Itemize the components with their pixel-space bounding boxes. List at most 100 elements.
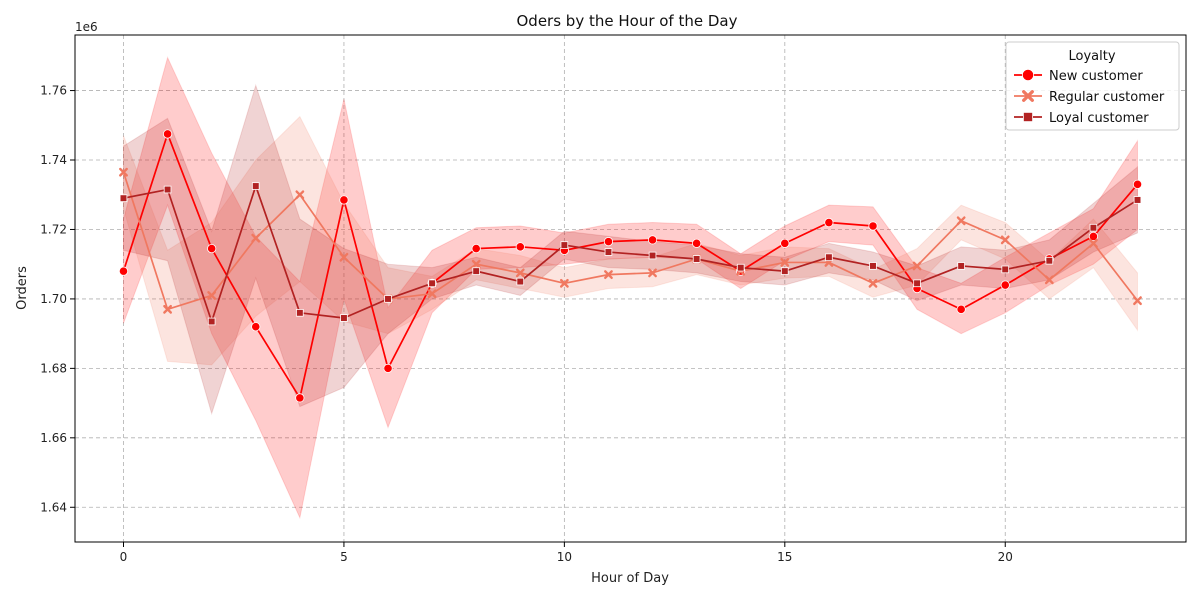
data-point: [251, 233, 261, 243]
plot-frame: [74, 34, 1187, 543]
data-point: [207, 243, 217, 254]
x-tick-label: 0: [120, 550, 128, 564]
data-point: [340, 314, 348, 322]
data-point: [1133, 296, 1142, 306]
confidence-band-0: [122, 56, 1139, 520]
y-tick-label: 1.70: [40, 292, 67, 306]
series-line-0: [122, 133, 1139, 399]
data-point: [1000, 235, 1010, 245]
data-point: [824, 217, 834, 228]
data-point: [207, 317, 216, 326]
data-point: [956, 304, 966, 314]
legend-title: Loyalty: [1068, 49, 1115, 64]
data-point: [1133, 196, 1142, 204]
data-point: [825, 253, 833, 262]
legend-label: New customer: [1049, 69, 1143, 84]
data-point: [251, 182, 260, 190]
data-point: [515, 242, 525, 252]
y-axis-ticks: 1.64 1.66 1.68 1.70 1.72 1.74 1.76: [40, 84, 75, 514]
legend-marker: [1021, 68, 1035, 82]
y-tick-label: 1.76: [40, 84, 67, 98]
data-point: [515, 268, 525, 278]
data-point: [339, 252, 349, 262]
data-point: [1045, 256, 1054, 265]
data-point: [869, 262, 877, 270]
y-axis-label: Orders: [15, 266, 30, 310]
x-tick-label: 5: [340, 550, 348, 564]
data-point: [692, 255, 701, 263]
data-point: [163, 304, 172, 314]
data-point: [119, 167, 128, 177]
data-point: [648, 251, 657, 260]
data-point: [957, 262, 965, 270]
data-point: [207, 291, 217, 300]
data-point: [428, 279, 436, 288]
data-point: [692, 238, 702, 248]
data-point: [118, 266, 129, 276]
y-tick-label: 1.68: [40, 361, 67, 375]
data-point: [296, 309, 304, 317]
data-point: [647, 235, 658, 245]
data-point: [559, 278, 569, 288]
data-point: [295, 190, 305, 200]
data-point: [780, 238, 790, 248]
series-line-1: [122, 171, 1139, 311]
data-point: [1088, 231, 1099, 242]
data-point: [1001, 265, 1010, 274]
y-tick-label: 1.72: [40, 222, 67, 236]
data-point: [162, 129, 173, 139]
data-point: [604, 270, 613, 280]
data-point: [868, 221, 878, 231]
data-point: [471, 243, 481, 254]
x-tick-label: 20: [998, 550, 1013, 564]
data-point: [1044, 275, 1054, 285]
data-point: [560, 241, 569, 249]
series-lines: [122, 133, 1139, 399]
data-point: [603, 237, 614, 247]
data-point: [1089, 223, 1098, 232]
series-line-2: [123, 185, 1138, 323]
data-point: [781, 267, 789, 275]
data-point: [1000, 280, 1010, 290]
legend-box: [1005, 41, 1180, 131]
data-point: [913, 279, 921, 288]
data-point: [384, 295, 392, 303]
confidence-band-2: [122, 83, 1139, 416]
y-tick-label: 1.64: [40, 500, 67, 514]
data-point: [648, 268, 657, 278]
legend-items: New customer Regular customer Loyal custom…: [1014, 68, 1165, 126]
x-axis-ticks: 0 5 10 15 20: [120, 542, 1013, 564]
y-scale-label: 1e6: [75, 20, 98, 34]
legend: Loyalty New customer Regular customer Loya…: [1005, 41, 1180, 131]
y-tick-label: 1.74: [40, 153, 67, 167]
data-point: [780, 258, 790, 267]
series-markers: [118, 129, 1143, 403]
legend-marker: [1023, 112, 1033, 122]
x-tick-label: 15: [777, 550, 792, 564]
data-point: [119, 194, 128, 203]
data-point: [163, 185, 172, 194]
grid: [75, 35, 1186, 542]
data-point: [912, 261, 922, 271]
data-point: [1089, 238, 1098, 248]
data-point: [1132, 179, 1143, 189]
data-point: [383, 363, 393, 373]
data-point: [471, 259, 481, 269]
data-point: [736, 263, 745, 272]
x-axis-label: Hour of Day: [591, 571, 669, 586]
data-point: [604, 248, 613, 256]
chart-title: Oders by the Hour of the Day: [517, 12, 738, 30]
data-point: [251, 322, 261, 332]
legend-label: Regular customer: [1049, 90, 1165, 105]
y-tick-label: 1.66: [40, 431, 67, 445]
data-point: [868, 278, 878, 288]
data-point: [472, 267, 480, 275]
data-point: [427, 289, 437, 299]
legend-label: Loyal customer: [1049, 111, 1149, 126]
data-point: [516, 277, 525, 286]
data-point: [339, 195, 349, 205]
data-point: [956, 216, 966, 226]
x-tick-label: 10: [557, 550, 572, 564]
legend-marker: [1022, 90, 1034, 102]
